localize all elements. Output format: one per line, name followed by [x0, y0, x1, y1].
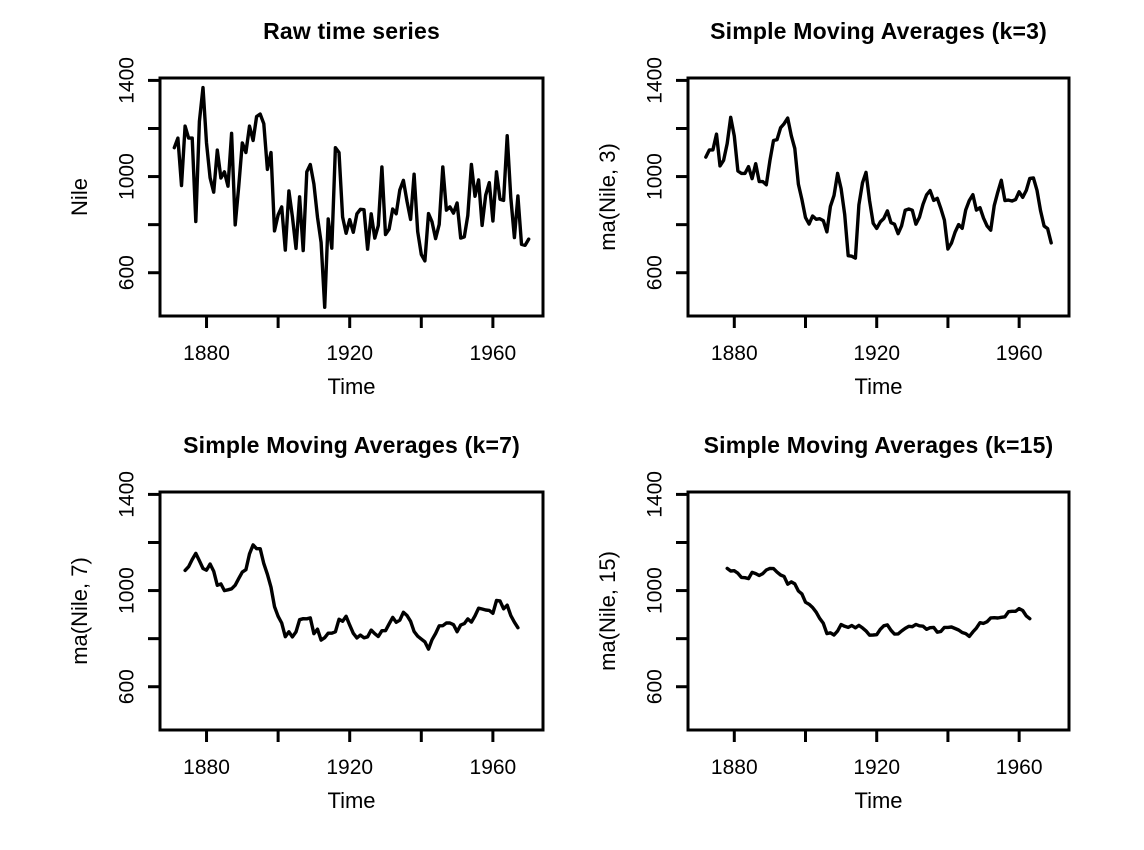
panel-title: Simple Moving Averages (k=15): [703, 432, 1054, 458]
y-tick-label: 1000: [116, 567, 139, 614]
x-axis-label: Time: [854, 374, 903, 399]
y-tick-label: 1400: [116, 57, 139, 104]
y-tick-label: 600: [644, 255, 667, 290]
plot-area-raw: 1880 1920 1960 600 1000 1400: [116, 57, 545, 365]
panel-title: Raw time series: [263, 18, 440, 44]
x-tick-label: 1920: [853, 342, 900, 365]
y-axis-label: Nile: [67, 178, 92, 216]
x-tick-label: 1880: [183, 342, 230, 365]
x-tick-label: 1920: [853, 756, 900, 779]
y-tick-label: 600: [116, 255, 139, 290]
y-axis-label: ma(Nile, 3): [595, 143, 620, 251]
panel-moving-average-k15: 1880 1920 1960 600 1000 1400 Simple Moving Av…: [572, 425, 1144, 850]
plot-area-ma3: 1880 1920 1960 600 1000 1400: [644, 57, 1071, 365]
series-line: [183, 543, 520, 651]
y-tick-label: 600: [644, 669, 667, 704]
panel-title: Simple Moving Averages (k=3): [710, 18, 1047, 44]
y-tick-label: 600: [116, 669, 139, 704]
x-tick-label: 1880: [711, 756, 758, 779]
x-tick-label: 1960: [470, 342, 517, 365]
x-tick-label: 1960: [996, 756, 1043, 779]
panel-title: Simple Moving Averages (k=7): [183, 432, 520, 458]
y-tick-label: 1400: [116, 471, 139, 518]
series-line: [172, 85, 531, 309]
x-tick-label: 1960: [996, 342, 1043, 365]
y-tick-label: 1400: [644, 471, 667, 518]
x-axis-label: Time: [327, 788, 376, 813]
x-tick-label: 1880: [711, 342, 758, 365]
x-axis-label: Time: [854, 788, 903, 813]
y-tick-label: 1400: [644, 57, 667, 104]
x-tick-label: 1920: [326, 756, 373, 779]
x-tick-label: 1880: [183, 756, 230, 779]
plot-area-ma7: 1880 1920 1960 600 1000 1400: [116, 471, 545, 779]
y-axis-label: ma(Nile, 15): [595, 551, 620, 671]
series-line: [704, 115, 1053, 260]
y-tick-label: 1000: [644, 567, 667, 614]
x-tick-label: 1960: [470, 756, 517, 779]
series-line: [725, 566, 1032, 639]
x-tick-label: 1920: [326, 342, 373, 365]
panel-moving-average-k3: 1880 1920 1960 600 1000 1400 Simple Moving Av…: [572, 0, 1144, 425]
panel-moving-average-k7: 1880 1920 1960 600 1000 1400 Simple Moving Av…: [0, 425, 572, 850]
y-tick-label: 1000: [644, 153, 667, 200]
y-axis-label: ma(Nile, 7): [67, 557, 92, 665]
plot-area-ma15: 1880 1920 1960 600 1000 1400: [644, 471, 1071, 779]
y-tick-label: 1000: [116, 153, 139, 200]
panel-raw-time-series: 1880 1920 1960 600 1000 1400 Raw time series …: [0, 0, 572, 425]
x-axis-label: Time: [327, 374, 376, 399]
